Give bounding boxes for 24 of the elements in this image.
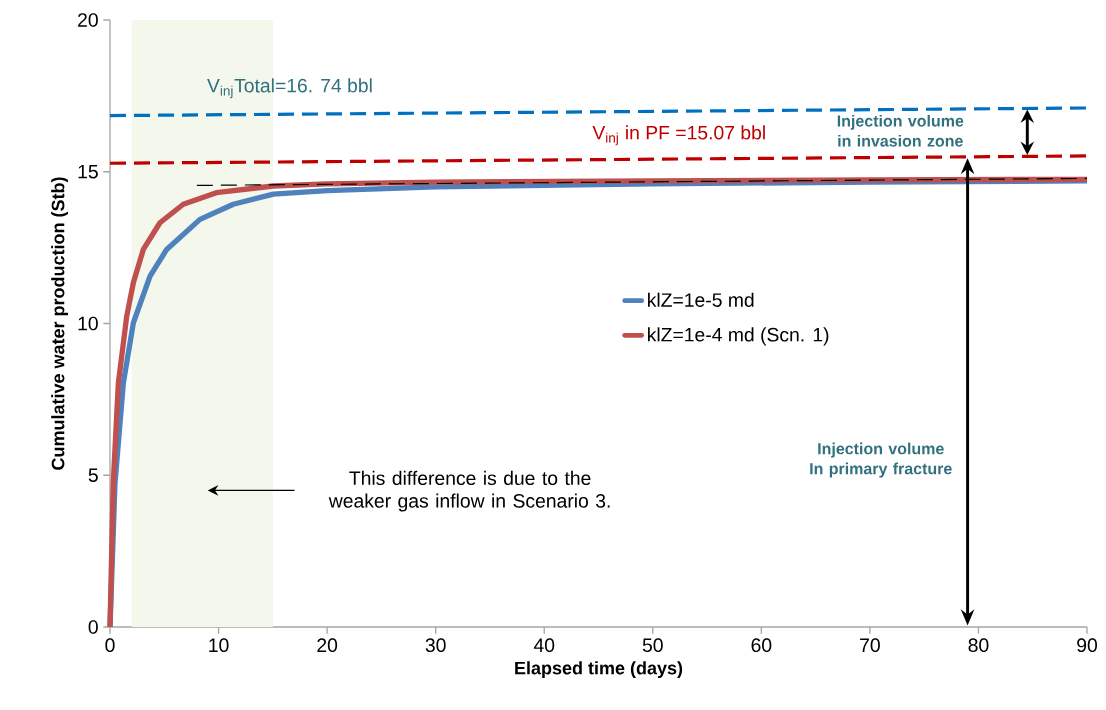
x-tick-label: 0 <box>105 638 115 653</box>
y-tick-label: 10 <box>78 316 98 331</box>
y-tick-label: 20 <box>78 13 98 27</box>
annotation: Injection volume In primary fracture <box>810 442 952 478</box>
x-tick-label: 30 <box>425 638 446 653</box>
annotation: V$_{inj}$Total=16. 74 bbl <box>207 78 372 99</box>
y-axis-title: Cumulative water production (Stb) <box>51 177 68 470</box>
y-tick-label: 15 <box>78 165 98 179</box>
x-tick-label: 50 <box>642 638 663 653</box>
y-tick-label: 0 <box>88 620 98 634</box>
annotation: V$_{inj}$ in PF =15.07 bbl <box>592 125 765 146</box>
x-tick-label: 20 <box>317 638 338 653</box>
x-axis-title: Elapsed time (days) <box>515 661 683 679</box>
legend-label: klZ=1e-4 md (Scn. 1) <box>648 327 829 346</box>
annotation: Injection volume in invasion zone <box>837 114 964 147</box>
x-tick-label: 60 <box>751 638 772 653</box>
x-tick-label: 40 <box>533 638 555 653</box>
x-tick-label: 10 <box>209 638 229 653</box>
x-tick-label: 70 <box>860 638 880 653</box>
y-tick-label: 5 <box>88 468 98 482</box>
x-tick-label: 80 <box>968 638 989 653</box>
x-tick-label: 90 <box>1077 638 1097 653</box>
legend-label: klZ=1e-5 md <box>648 292 754 307</box>
annotation: This difference is due to the weaker gas inflow in Scenario 3. <box>328 470 610 512</box>
